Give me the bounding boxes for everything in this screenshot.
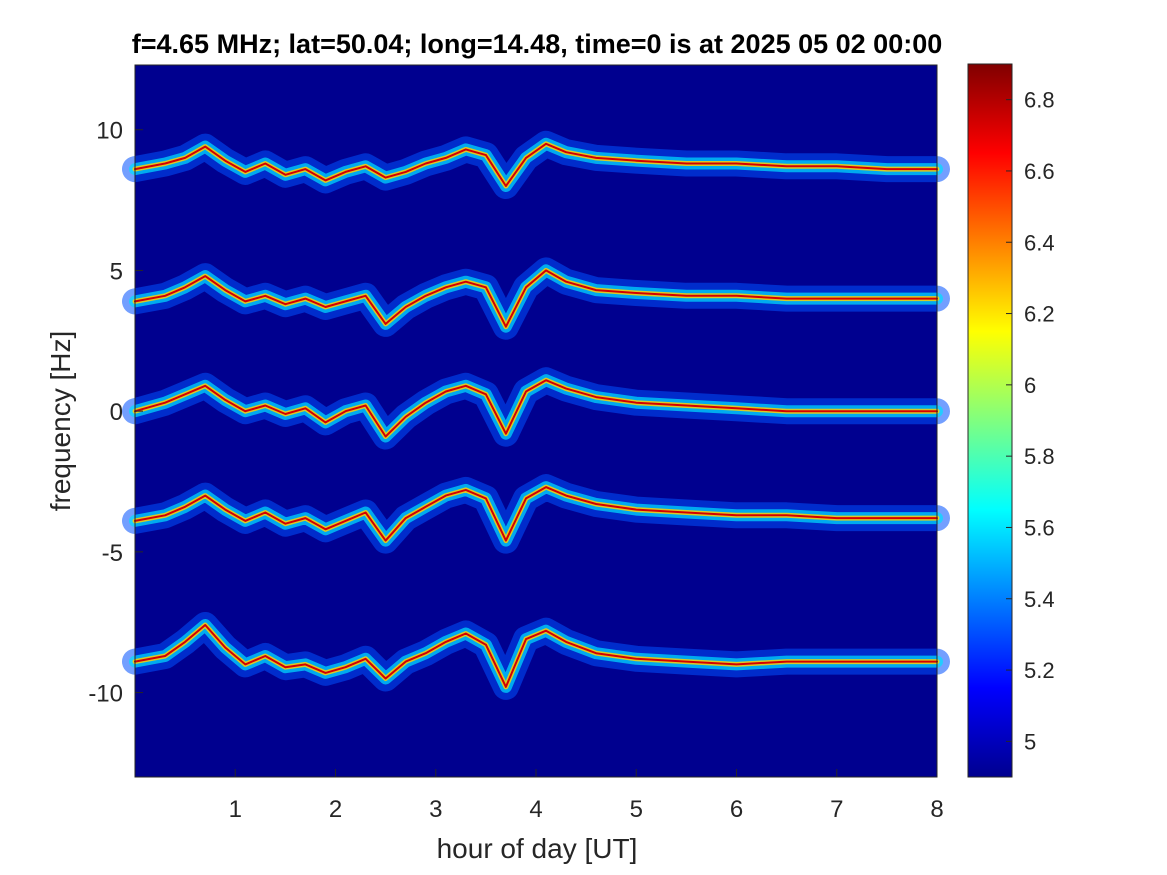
colorbar-tick-label: 5.4 bbox=[1024, 587, 1055, 612]
trace-ridge bbox=[134, 379, 938, 438]
colorbar-tick-label: 5.6 bbox=[1024, 515, 1055, 540]
colorbar-tick-label: 5.8 bbox=[1024, 444, 1055, 469]
colorbar-tick-label: 6.2 bbox=[1024, 302, 1055, 327]
x-axis: 1 2 3 4 5 6 7 8 bbox=[229, 769, 944, 823]
colorbar-tick-label: 5.2 bbox=[1024, 658, 1055, 683]
x-tick-label: 3 bbox=[429, 796, 442, 823]
y-tick-label: -5 bbox=[102, 540, 123, 567]
trace-ridge bbox=[134, 269, 938, 328]
trace-ridge bbox=[134, 624, 938, 688]
colorbar-tick-label: 6 bbox=[1024, 373, 1036, 398]
colorbar-tick-label: 6.6 bbox=[1024, 159, 1055, 184]
y-axis-label: frequency [Hz] bbox=[45, 331, 76, 512]
colorbar-ticks: 6.8 6.6 6.4 6.2 6 5.8 5.6 5.4 5.2 5 bbox=[1006, 88, 1055, 754]
chart-title: f=4.65 MHz; lat=50.04; long=14.48, time=… bbox=[132, 29, 942, 59]
y-tick-label: -10 bbox=[88, 681, 123, 708]
trace-ridge bbox=[134, 142, 938, 187]
colorbar bbox=[967, 63, 1013, 778]
colorbar-tick-label: 6.8 bbox=[1024, 88, 1055, 113]
y-tick-label: 0 bbox=[110, 399, 123, 426]
y-tick-label: 10 bbox=[96, 118, 123, 145]
colorbar-tick-label: 5 bbox=[1024, 729, 1036, 754]
x-tick-label: 7 bbox=[830, 796, 843, 823]
y-tick-label: 5 bbox=[110, 258, 123, 285]
x-tick-label: 5 bbox=[630, 796, 643, 823]
x-tick-label: 6 bbox=[730, 796, 743, 823]
x-axis-label: hour of day [UT] bbox=[437, 833, 638, 864]
x-tick-label: 8 bbox=[930, 796, 943, 823]
spectrogram-traces bbox=[122, 130, 950, 700]
x-tick-label: 2 bbox=[329, 796, 342, 823]
x-tick-label: 4 bbox=[529, 796, 542, 823]
x-tick-label: 1 bbox=[229, 796, 242, 823]
trace-ridge bbox=[134, 486, 938, 542]
y-axis: 10 5 0 -5 -10 bbox=[88, 118, 143, 708]
colorbar-tick-label: 6.4 bbox=[1024, 230, 1055, 255]
